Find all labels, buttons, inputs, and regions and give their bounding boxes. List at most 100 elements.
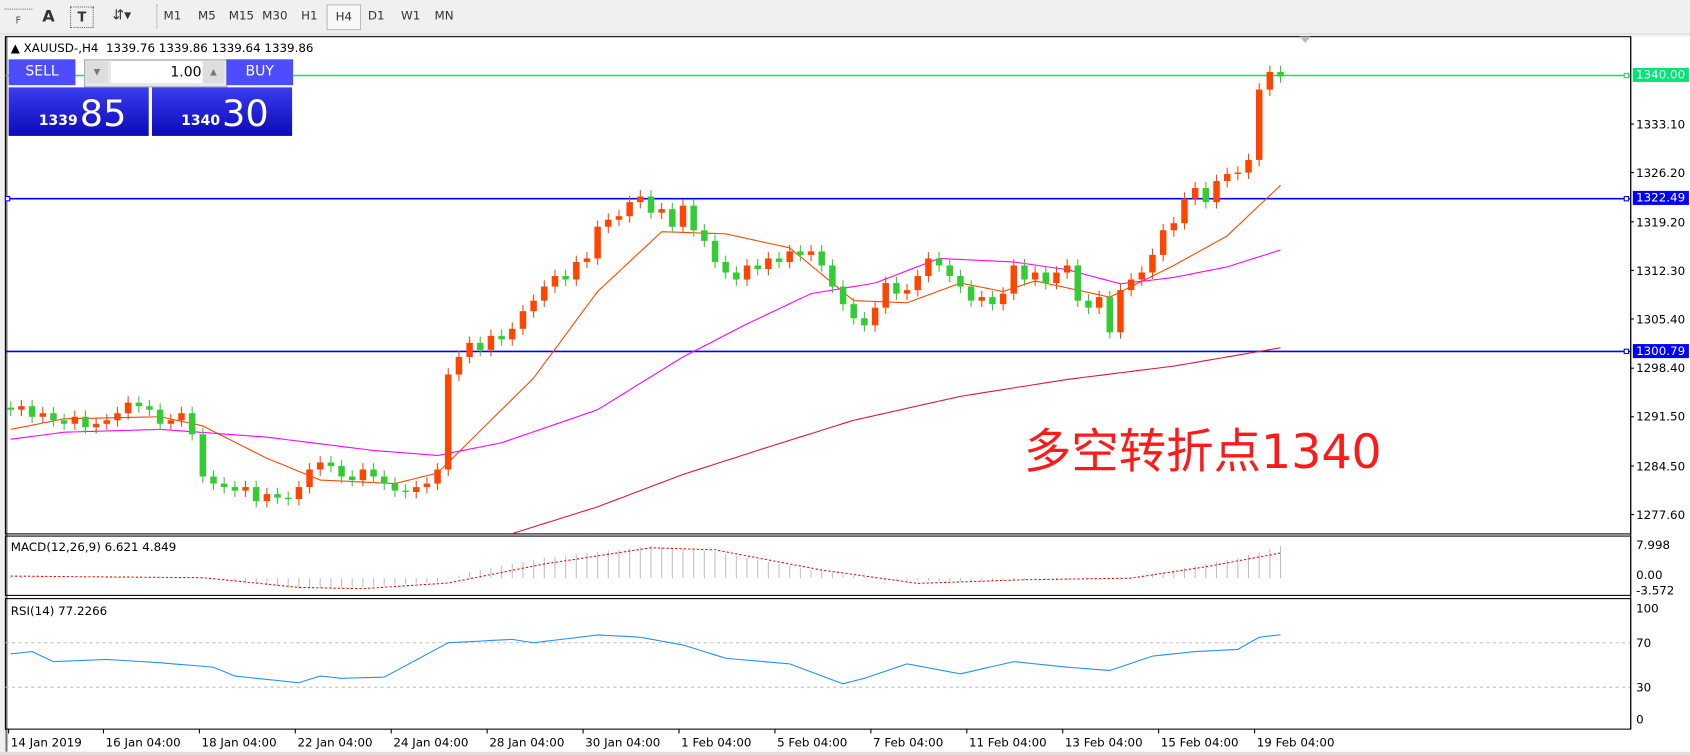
time-axis-label: 24 Jan 04:00 [393,735,469,750]
ohlc-close: 1339.86 [264,40,314,56]
bear-candle [1277,71,1284,77]
price-line-tag: 1322.49 [1632,191,1689,206]
bear-candle [647,196,655,213]
bull-candle [1127,279,1135,291]
bull-candle [807,251,815,255]
time-axis-label: 7 Feb 04:00 [873,735,944,750]
bull-candle [658,209,665,213]
bear-candle [733,272,740,280]
bear-candle [199,434,207,477]
bear-candle [797,251,804,255]
bear-candle [1042,272,1050,284]
bear-candle [284,497,292,500]
bear-candle [1085,300,1092,308]
price-axis-label: 1305.40 [1636,312,1686,327]
bear-candle [701,230,708,241]
bull-candle [39,413,47,417]
bear-candle [338,465,345,477]
macd-panel-border [4,535,1632,596]
bull-candle [871,307,879,326]
price-axis-label: 1319.20 [1636,215,1686,230]
macd-axis-label: 0.00 [1636,568,1663,583]
bear-candle [402,490,409,493]
bull-candle [71,416,79,424]
macd-label: MACD(12,26,9) 6.621 4.849 [10,540,177,555]
bull-candle [359,469,367,481]
bull-candle [316,462,324,470]
bull-candle [882,283,889,308]
price-axis-label: 1277.60 [1636,508,1686,523]
bear-candle [946,265,953,277]
time-axis-label: 5 Feb 04:00 [777,735,848,750]
timeframe-mn[interactable]: MN [434,8,454,23]
bear-candle [220,483,228,488]
buy-price-big: 30 [222,92,269,136]
bull-candle [903,290,911,294]
bull-candle [509,328,516,340]
text-icon[interactable]: A [42,6,55,26]
bull-candle [626,202,633,217]
bull-candle [914,276,921,291]
buy-price-button[interactable]: 1340 30 [151,87,293,136]
time-axis-label: 18 Jan 04:00 [201,735,277,750]
price-axis-label: 1298.40 [1636,361,1686,376]
bull-candle [1095,297,1103,308]
timeframe-h4[interactable]: H4 [326,4,362,31]
bull-candle [679,205,687,227]
bull-candle [263,494,271,502]
timeframe-m1[interactable]: M1 [163,8,182,23]
timeframe-d1[interactable]: D1 [367,8,385,23]
buy-button[interactable]: BUY [226,59,294,86]
rsi-axis-label: 30 [1636,680,1652,695]
fibonacci-fan-icon[interactable]: F [4,8,33,34]
text-label-icon[interactable]: T [70,6,94,29]
bear-candle [252,487,260,502]
bull-candle [295,487,303,500]
triangle-up-icon: ▲ [10,40,20,56]
macd-axis-label: -3.572 [1636,583,1675,598]
line-handle-icon [1623,72,1630,79]
bull-candle [1159,230,1167,255]
bull-candle [573,261,580,280]
increase-lots-icon[interactable]: ▲ [202,61,225,84]
lot-size-input[interactable] [111,61,204,84]
timeframe-m5[interactable]: M5 [198,8,216,23]
decrease-lots-icon[interactable]: ▼ [86,61,108,84]
timeframe-m15[interactable]: M15 [228,8,255,23]
bull-candle [1063,265,1071,273]
bull-candle [530,300,537,312]
time-axis-label: 19 Feb 04:00 [1256,735,1335,750]
bull-candle [637,196,644,203]
bull-candle [1138,272,1146,280]
bear-candle [135,402,143,407]
arrows-icon[interactable]: ⇵▾ [112,7,132,24]
bull-candle [551,276,559,287]
timeframe-h1[interactable]: H1 [301,8,318,23]
bull-candle [167,420,175,424]
bull-candle [1117,290,1124,333]
bull-candle [18,406,25,410]
toolbar: F A T ⇵▾ M1 M5 M15 M30 H1 H4 D1 W1 MN [0,0,1690,35]
sell-price-big: 85 [79,92,127,136]
bull-candle [455,356,463,375]
bear-candle [669,209,676,227]
bear-candle [690,205,697,231]
sell-button[interactable]: SELL [8,59,76,86]
bear-candle [60,420,68,424]
chart-window[interactable] [5,36,1690,752]
sell-price-button[interactable]: 1339 85 [8,87,149,136]
bear-candle [562,276,569,280]
ohlc-open: 1339.76 [105,40,156,56]
bear-candle [477,342,484,350]
bull-candle [594,226,601,259]
timeframe-w1[interactable]: W1 [401,8,421,23]
bear-candle [7,407,15,410]
time-axis-label: 15 Feb 04:00 [1160,735,1239,750]
timeframe-m30[interactable]: M30 [262,8,288,23]
bull-candle [445,374,452,470]
bull-candle [103,420,111,424]
price-line-tag: 1340.00 [1632,67,1689,82]
bear-candle [711,240,719,262]
